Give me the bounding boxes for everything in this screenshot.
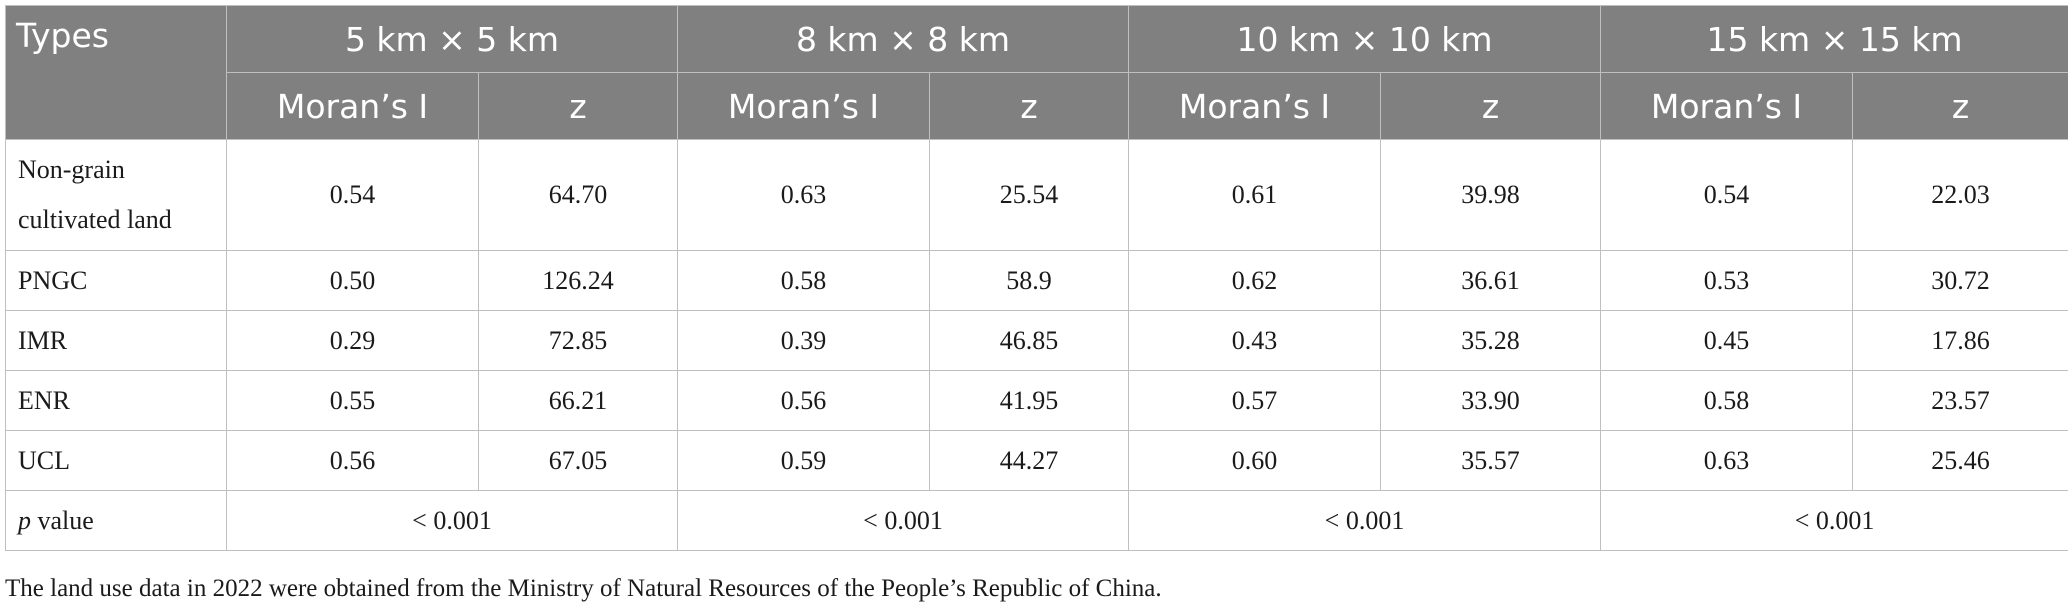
row-label-line1: Non-grain (18, 155, 125, 184)
cell-value: 66.21 (478, 370, 678, 431)
cell-value: 39.98 (1379, 139, 1602, 251)
cell-value: 33.90 (1379, 370, 1602, 431)
table-body: Non-grain cultivated land 0.54 64.70 0.63… (5, 139, 2068, 551)
row-label: IMR (5, 310, 227, 371)
header-morans-i: Moran’s I (226, 72, 479, 140)
cell-value: 0.63 (677, 139, 930, 251)
cell-value: 64.70 (478, 139, 678, 251)
cell-value: 30.72 (1852, 250, 2068, 311)
cell-value: 0.58 (677, 250, 930, 311)
cell-value: 0.56 (226, 430, 479, 491)
cell-value: 41.95 (929, 370, 1129, 431)
cell-value: 35.28 (1379, 310, 1602, 371)
header-z: z (478, 72, 678, 140)
p-value-cell: < 0.001 (677, 490, 1129, 551)
header-morans-i: Moran’s I (677, 72, 930, 140)
cell-value: 0.50 (226, 250, 479, 311)
header-group-8km: 8 km × 8 km (677, 5, 1129, 73)
cell-value: 0.58 (1600, 370, 1854, 431)
cell-value: 46.85 (929, 310, 1129, 371)
table-footnote: The land use data in 2022 were obtained … (5, 575, 1162, 602)
row-label: UCL (5, 430, 227, 491)
cell-value: 0.62 (1128, 250, 1381, 311)
cell-value: 0.43 (1128, 310, 1381, 371)
cell-value: 72.85 (478, 310, 678, 371)
cell-value: 23.57 (1852, 370, 2068, 431)
header-morans-i: Moran’s I (1600, 72, 1854, 140)
cell-value: 17.86 (1852, 310, 2068, 371)
cell-value: 36.61 (1379, 250, 1602, 311)
row-label: ENR (5, 370, 227, 431)
table-row: IMR 0.29 72.85 0.39 46.85 0.43 35.28 0.4… (5, 310, 2068, 371)
cell-value: 58.9 (929, 250, 1129, 311)
cell-value: 0.63 (1600, 430, 1854, 491)
header-group-10km: 10 km × 10 km (1127, 5, 1602, 73)
morans-i-table: Types 5 km × 5 km 8 km × 8 km 10 km × 10… (5, 5, 2068, 551)
header-z: z (1852, 72, 2068, 140)
cell-value: 0.53 (1600, 250, 1854, 311)
p-value-cell: < 0.001 (1600, 490, 2068, 551)
cell-value: 0.56 (677, 370, 930, 431)
table-header: Types 5 km × 5 km 8 km × 8 km 10 km × 10… (5, 5, 2068, 140)
row-label: PNGC (5, 250, 227, 311)
cell-value: 0.29 (226, 310, 479, 371)
cell-value: 0.54 (226, 139, 479, 251)
cell-value: 0.45 (1600, 310, 1854, 371)
p-symbol: p (18, 505, 31, 535)
cell-value: 35.57 (1379, 430, 1602, 491)
header-group-15km: 15 km × 15 km (1600, 5, 2068, 73)
cell-value: 0.54 (1600, 139, 1854, 251)
table-row: UCL 0.56 67.05 0.59 44.27 0.60 35.57 0.6… (5, 430, 2068, 491)
header-types: Types (5, 5, 227, 140)
header-morans-i: Moran’s I (1128, 72, 1381, 140)
cell-value: 0.55 (226, 370, 479, 431)
header-z: z (929, 72, 1129, 140)
p-value-label: p value (5, 490, 227, 551)
p-value-cell: < 0.001 (1127, 490, 1602, 551)
cell-value: 0.59 (677, 430, 930, 491)
p-value-cell: < 0.001 (226, 490, 678, 551)
p-value-text: value (31, 505, 94, 535)
cell-value: 0.39 (677, 310, 930, 371)
row-label-line2: cultivated land (18, 205, 172, 234)
table-row: PNGC 0.50 126.24 0.58 58.9 0.62 36.61 0.… (5, 250, 2068, 311)
cell-value: 25.46 (1852, 430, 2068, 491)
cell-value: 44.27 (929, 430, 1129, 491)
cell-value: 126.24 (478, 250, 678, 311)
row-label: Non-grain cultivated land (5, 139, 227, 251)
table-row: Non-grain cultivated land 0.54 64.70 0.63… (5, 139, 2068, 251)
cell-value: 0.61 (1128, 139, 1381, 251)
cell-value: 22.03 (1852, 139, 2068, 251)
p-value-row: p value < 0.001 < 0.001 < 0.001 < 0.001 (5, 490, 2068, 551)
cell-value: 0.57 (1128, 370, 1381, 431)
table-row: ENR 0.55 66.21 0.56 41.95 0.57 33.90 0.5… (5, 370, 2068, 431)
header-group-5km: 5 km × 5 km (226, 5, 678, 73)
header-z: z (1379, 72, 1602, 140)
cell-value: 25.54 (929, 139, 1129, 251)
cell-value: 67.05 (478, 430, 678, 491)
cell-value: 0.60 (1128, 430, 1381, 491)
